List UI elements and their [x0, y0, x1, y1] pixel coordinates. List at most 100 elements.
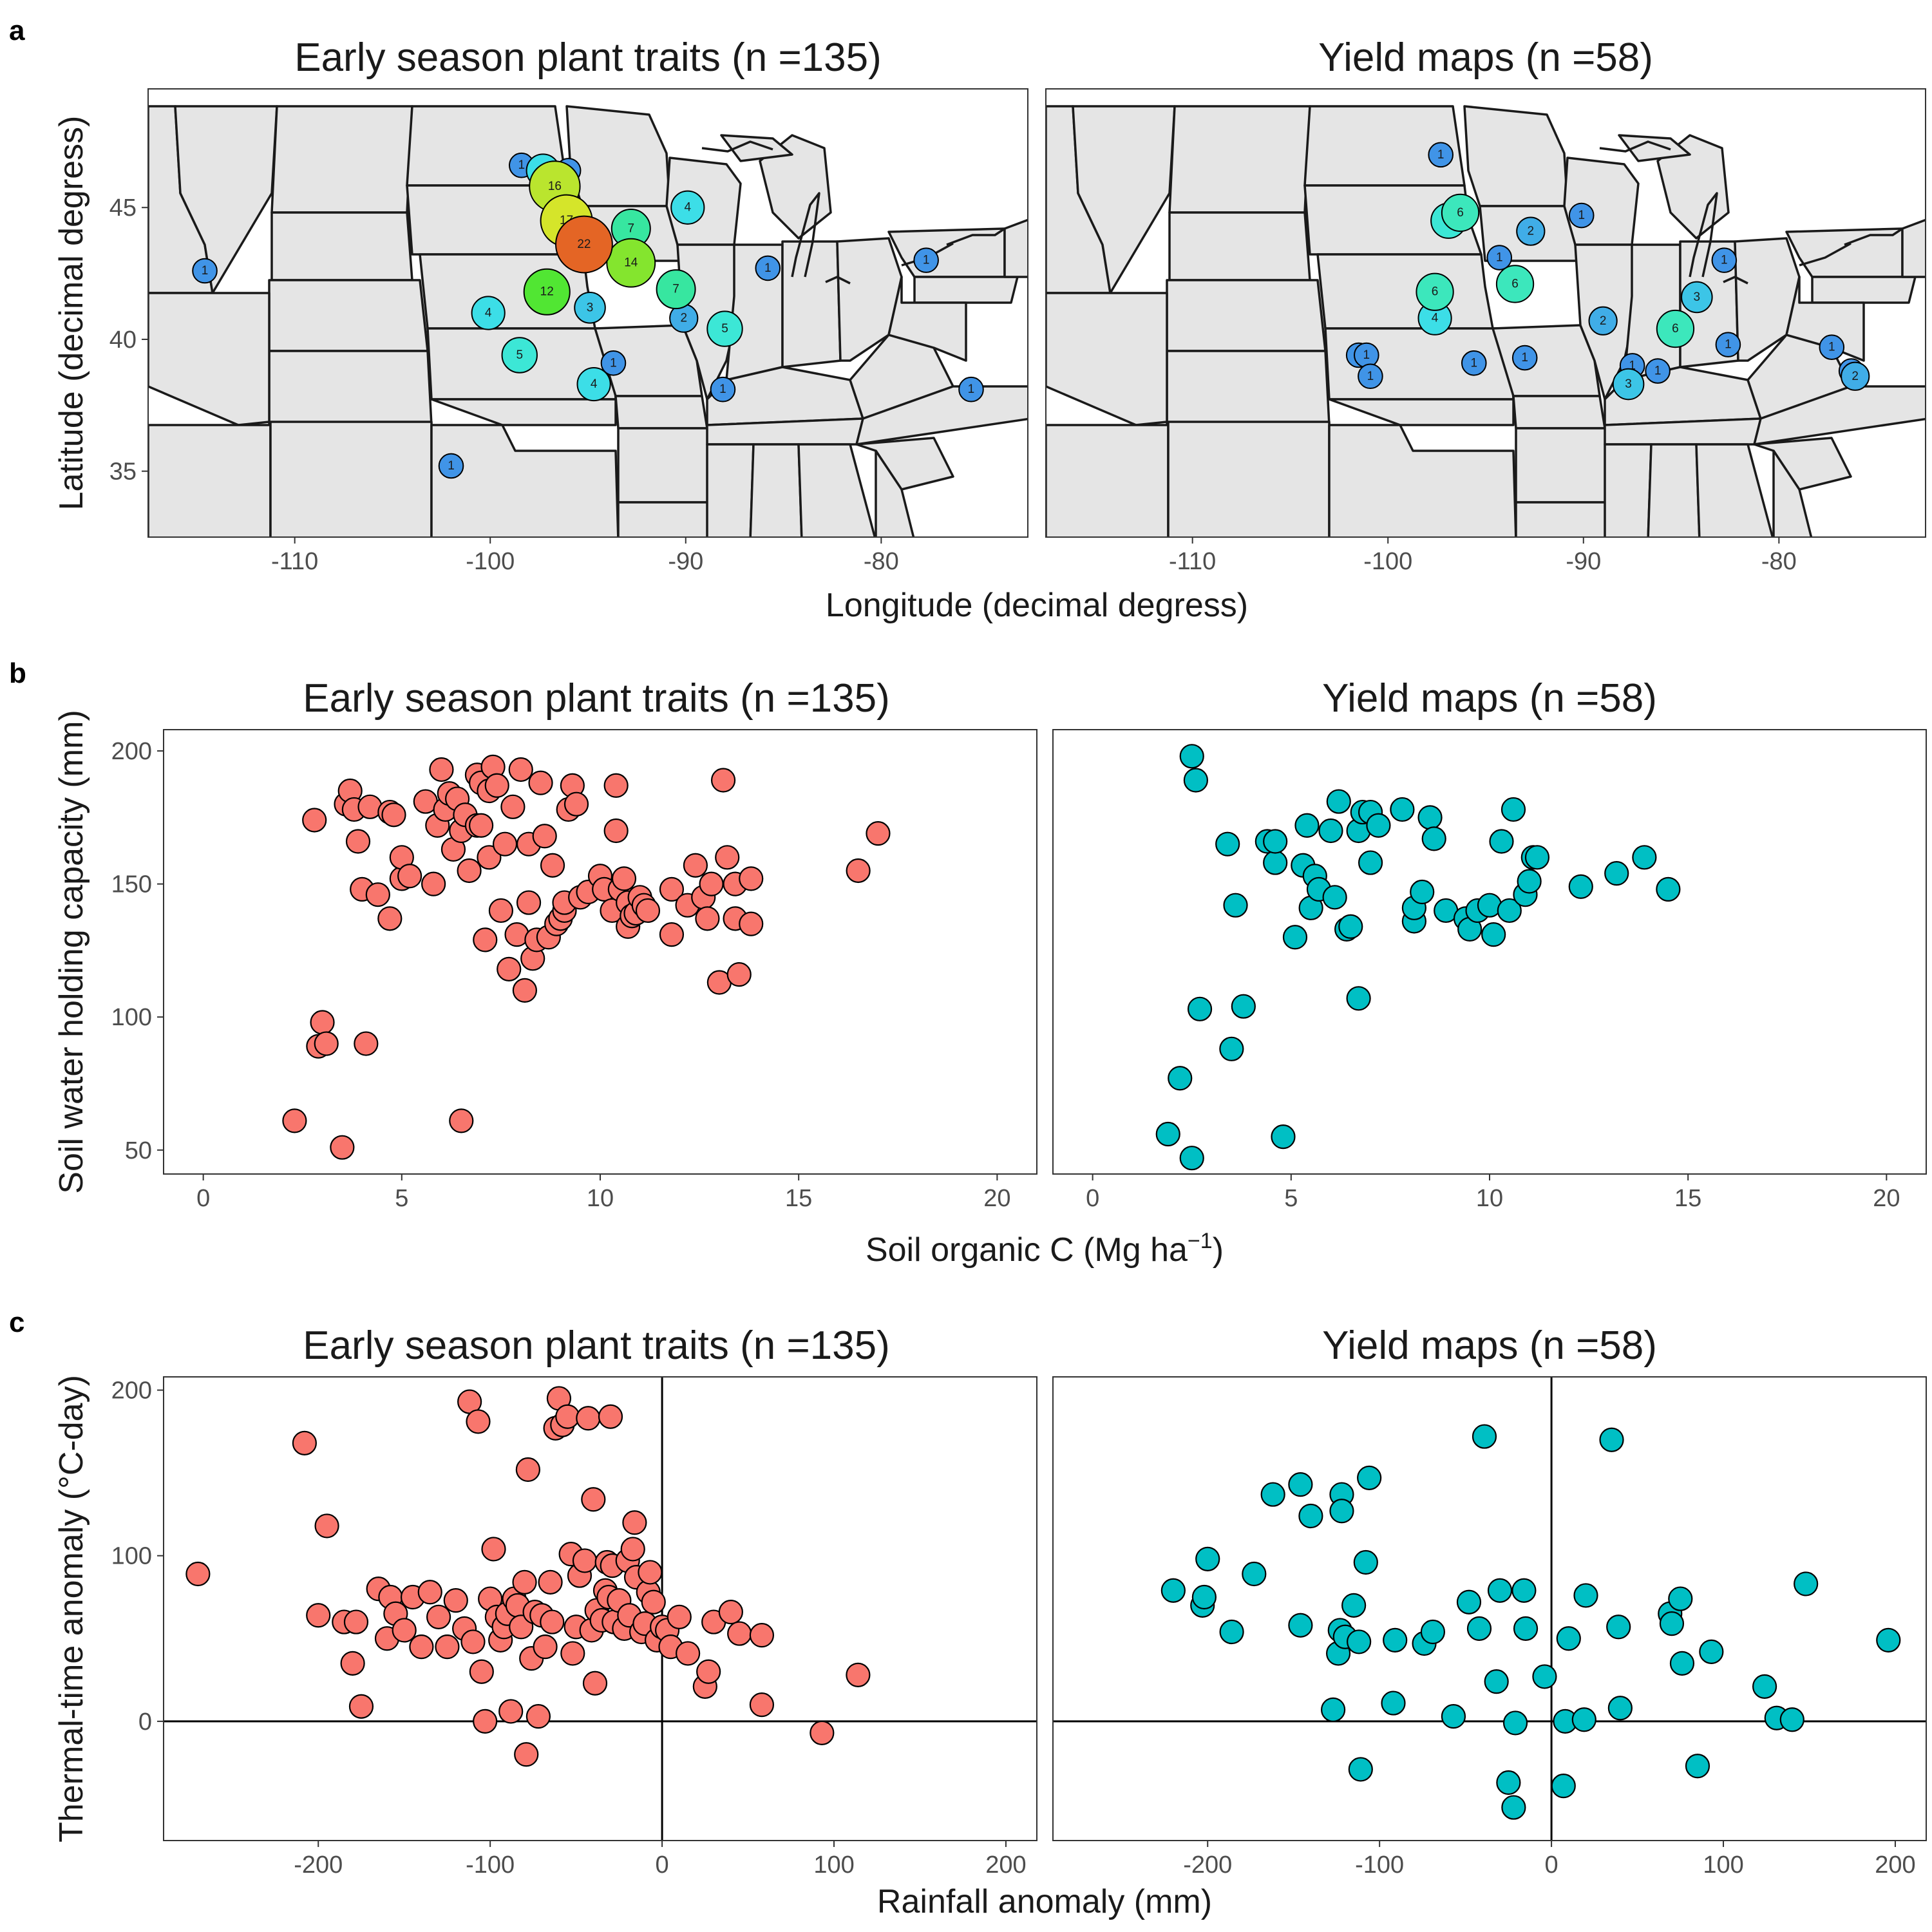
data-point — [718, 1600, 743, 1625]
data-point — [345, 829, 371, 854]
data-point — [555, 1404, 580, 1429]
data-point — [1320, 1697, 1346, 1722]
data-point — [1456, 1589, 1482, 1615]
x-tick-label: -90 — [1566, 548, 1601, 575]
data-point — [846, 858, 871, 884]
data-point — [492, 831, 518, 857]
data-point — [1501, 797, 1526, 822]
data-point — [1155, 1121, 1180, 1147]
bubble-count: 7 — [672, 283, 679, 296]
data-point — [397, 864, 422, 889]
site-bubble: 3 — [574, 292, 606, 324]
data-point — [1341, 1593, 1367, 1618]
bubble-count: 1 — [1654, 365, 1662, 378]
panel-label-b: b — [9, 658, 26, 689]
bubble-circle — [1486, 245, 1513, 270]
x-tick-label: 15 — [1674, 1185, 1701, 1212]
site-bubble: 2 — [1516, 216, 1546, 246]
data-point — [449, 1108, 474, 1133]
x-tick-label: 20 — [1873, 1185, 1900, 1212]
site-bubble: 4 — [670, 190, 705, 225]
data-point — [1699, 1639, 1724, 1664]
site-bubble: 7 — [611, 208, 651, 249]
data-point — [582, 1671, 608, 1696]
data-point — [676, 1641, 701, 1666]
data-point — [1556, 1626, 1581, 1651]
x-tick-label: -100 — [466, 548, 515, 575]
data-point — [1502, 1710, 1528, 1736]
bubble-circle — [755, 255, 781, 281]
x-tick-label: 0 — [656, 1852, 669, 1879]
site-bubble: 6 — [1656, 309, 1695, 348]
data-point — [1168, 1066, 1193, 1091]
data-point — [1568, 874, 1593, 899]
data-point — [498, 1699, 524, 1724]
panel-a-left-title: Early season plant traits (n =135) — [294, 35, 882, 80]
bubble-count: 6 — [1457, 206, 1464, 220]
data-point — [540, 853, 565, 878]
bubble-count: 5 — [516, 348, 523, 362]
site-bubble: 4 — [1417, 301, 1452, 336]
panel-b-ylabel: Soil water holding capacity (mm) — [53, 710, 90, 1193]
data-point — [409, 1634, 434, 1660]
bubble-circle — [1715, 332, 1741, 357]
data-point — [1417, 805, 1443, 830]
data-point — [1606, 1615, 1631, 1640]
data-point — [1288, 1613, 1313, 1638]
site-bubble: 14 — [606, 238, 656, 288]
bubble-count: 2 — [680, 312, 687, 325]
data-point — [638, 1560, 663, 1585]
data-point — [1329, 1499, 1354, 1524]
data-point — [1410, 879, 1435, 905]
site-bubble: 6 — [1441, 193, 1480, 232]
data-point — [314, 1513, 339, 1539]
bubble-count: 3 — [1694, 290, 1701, 304]
data-point — [1288, 1472, 1313, 1497]
y-tick-label: 150 — [111, 871, 152, 898]
panel-b-xlabel: Soil organic C (Mg ha−1) — [866, 1229, 1224, 1269]
bubble-circle — [438, 453, 464, 479]
x-tick-label: 10 — [587, 1185, 614, 1212]
data-point — [1551, 1774, 1576, 1799]
data-point — [1294, 813, 1320, 838]
data-point — [1669, 1651, 1695, 1676]
data-point — [1472, 1424, 1497, 1449]
data-point — [1322, 885, 1347, 910]
x-tick-label: -90 — [668, 548, 703, 575]
bubble-circle — [1568, 202, 1595, 229]
panel-b-left-title: Early season plant traits (n =135) — [303, 676, 890, 721]
data-point — [1298, 1503, 1323, 1529]
data-point — [1223, 893, 1248, 918]
data-point — [484, 773, 509, 798]
bubble-circle — [1358, 363, 1383, 390]
data-point — [1348, 1757, 1373, 1782]
site-bubble: 5 — [706, 310, 743, 347]
data-point — [1390, 797, 1415, 822]
data-point — [1318, 818, 1343, 844]
data-point — [417, 1580, 442, 1605]
bubble-count: 4 — [1432, 312, 1439, 325]
site-bubble: 1 — [1354, 342, 1379, 368]
scatter-c-yield: -200 -100 0 100 200 — [1053, 1377, 1926, 1879]
data-point — [365, 882, 390, 907]
site-bubble: 2 — [1841, 361, 1870, 391]
data-point — [514, 1742, 539, 1767]
data-point — [739, 911, 764, 936]
data-point — [1481, 922, 1506, 947]
bubble-count: 6 — [1432, 285, 1439, 299]
data-point — [354, 1031, 379, 1056]
site-bubble: 7 — [656, 269, 696, 310]
x-tick-label: 200 — [1875, 1852, 1915, 1879]
data-point — [1263, 829, 1288, 854]
data-point — [1517, 869, 1542, 894]
bubble-count: 1 — [1496, 251, 1503, 265]
bubble-circle — [555, 215, 613, 274]
data-point — [1271, 1124, 1296, 1150]
data-point — [532, 824, 557, 849]
bubble-circle — [574, 292, 606, 324]
data-point — [426, 1604, 451, 1629]
data-point — [466, 1409, 491, 1434]
scatter-b-early-season: 0 5 10 15 20 50 100 150 200 — [111, 738, 1011, 1212]
data-point — [512, 1569, 537, 1595]
